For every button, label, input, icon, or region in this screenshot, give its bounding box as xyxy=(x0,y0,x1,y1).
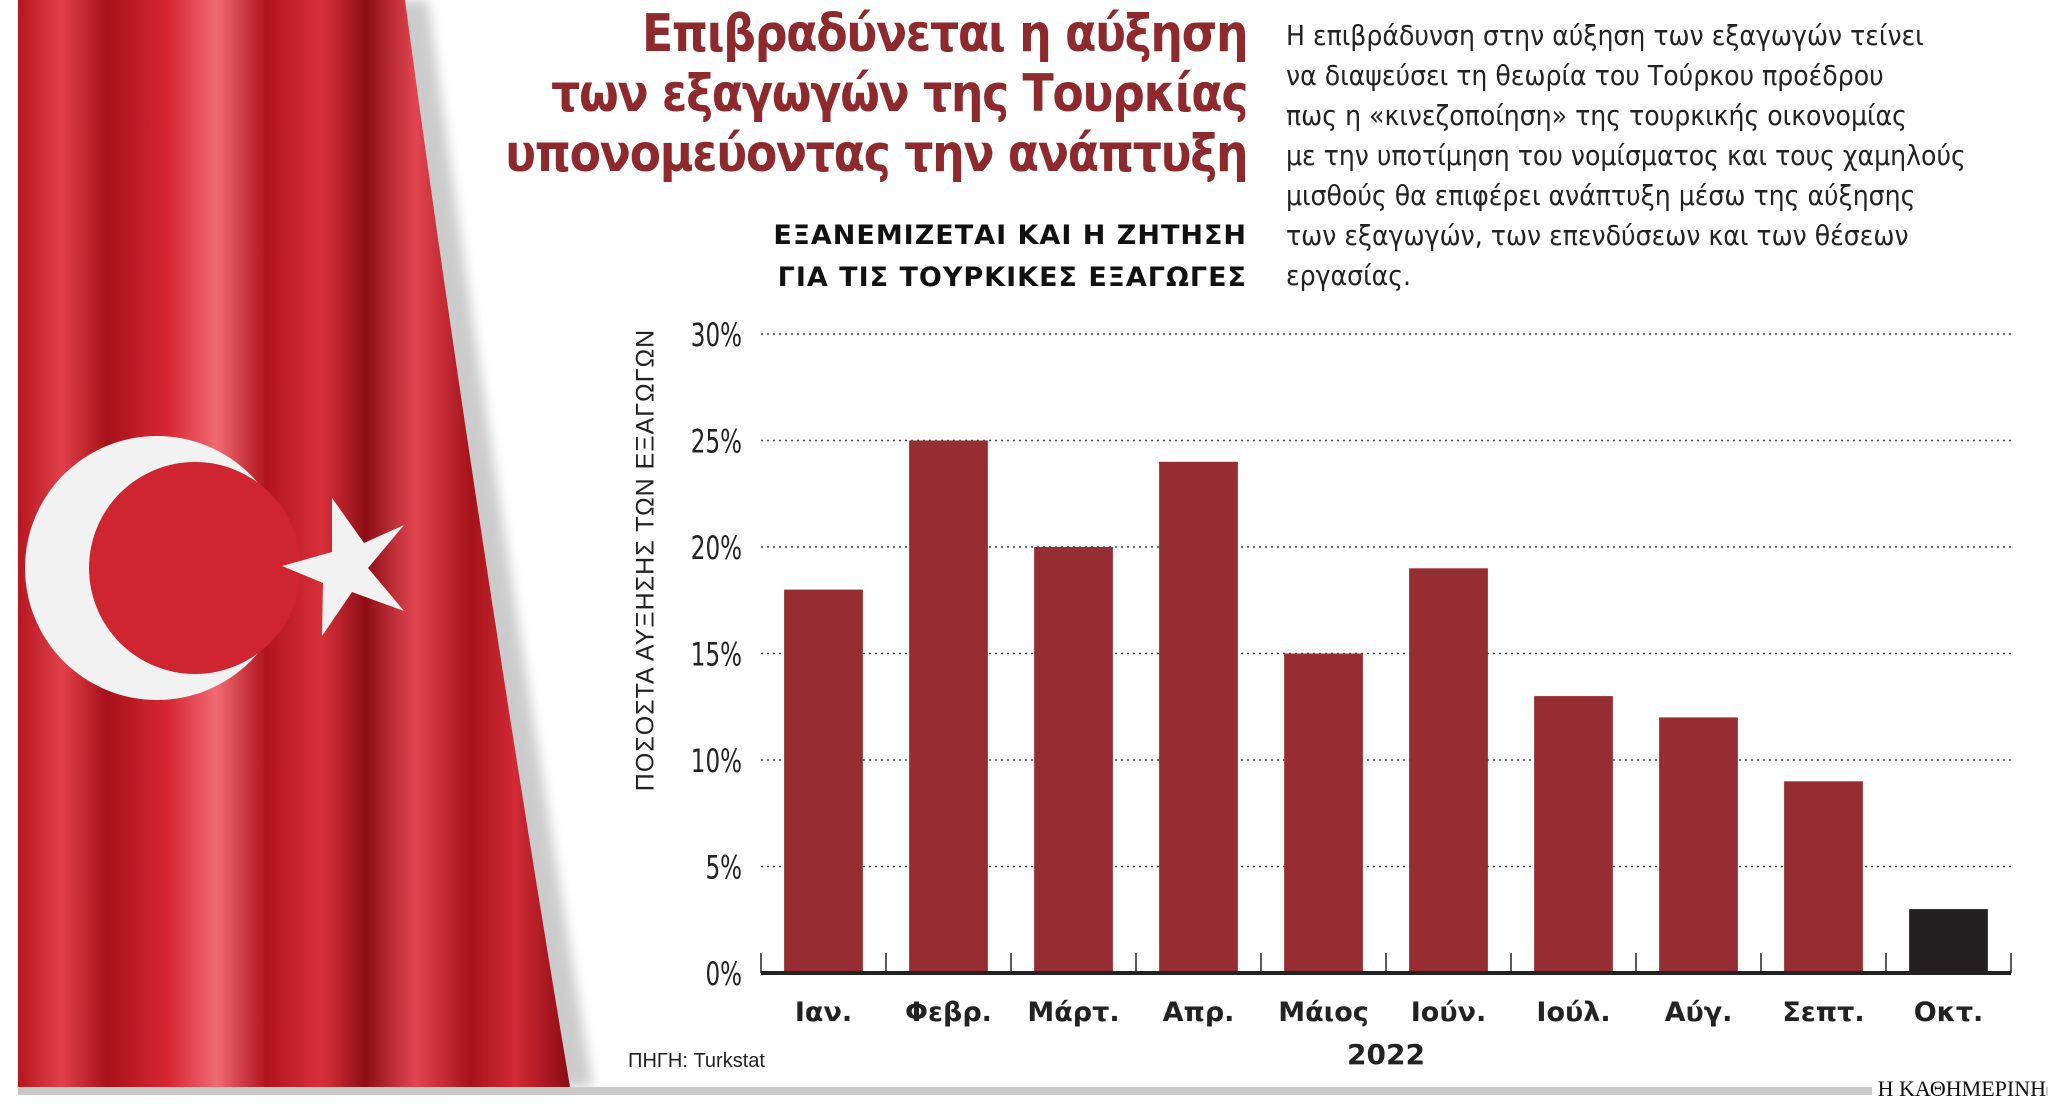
y-tick-label: 30% xyxy=(691,316,742,354)
y-axis-label: ΠΟΣΟΣΤΑ ΑΥΞΗΣΗΣ ΤΩΝ ΕΞΑΓΩΓΩΝ xyxy=(631,328,660,792)
y-tick-label: 15% xyxy=(691,636,742,674)
lede-line: μισθούς θα επιφέρει ανάπτυξη μέσω της αύ… xyxy=(1286,179,1916,212)
bar xyxy=(1659,717,1738,973)
y-tick-label: 10% xyxy=(691,742,742,780)
lede-line: των εξαγωγών, των επενδύσεων και των θέσ… xyxy=(1286,219,1909,252)
bar xyxy=(1159,461,1238,973)
x-axis-label: 2022 xyxy=(1347,1038,1425,1071)
subhead-line: ΕΞΑΝΕΜΙΖΕΤΑΙ ΚΑΙ Η ΖΗΤΗΣΗ xyxy=(773,220,1247,251)
x-tick-label: Ιούν. xyxy=(1411,997,1486,1028)
x-tick-label: Σεπτ. xyxy=(1782,997,1864,1028)
subhead-line: ΓΙΑ ΤΙΣ ΤΟΥΡΚΙΚΕΣ ΕΞΑΓΩΓΕΣ xyxy=(777,262,1247,293)
headline: Επιβραδύνεται η αύξηση των εξαγωγών της … xyxy=(504,4,1249,184)
bar xyxy=(1409,568,1488,973)
x-tick-label: Φεβρ. xyxy=(905,997,992,1028)
x-tick-label: Μάιος xyxy=(1278,997,1369,1028)
lede-paragraph: Η επιβράδυνση στην αύξηση των εξαγωγών τ… xyxy=(1286,16,1970,296)
x-tick-label: Αύγ. xyxy=(1665,997,1733,1028)
x-tick-label: Απρ. xyxy=(1163,997,1235,1028)
subheadline: ΕΞΑΝΕΜΙΖΕΤΑΙ ΚΑΙ Η ΖΗΤΗΣΗ ΓΙΑ ΤΙΣ ΤΟΥΡΚΙ… xyxy=(773,215,1247,299)
lede-line: πως η «κινεζοποίηση» της τουρκικής οικον… xyxy=(1286,99,1907,132)
bar xyxy=(909,440,988,973)
y-tick-label: 5% xyxy=(705,849,742,887)
bar xyxy=(784,589,863,973)
y-tick-label: 0% xyxy=(705,955,742,993)
bar xyxy=(1034,547,1113,973)
lede-line: να διαψεύσει τη θεωρία του Τούρκου προέδ… xyxy=(1286,59,1884,92)
source-note: ΠΗΓΗ: Turkstat xyxy=(628,1050,765,1072)
lede-line: εργασίας. xyxy=(1286,259,1412,292)
x-tick-label: Ιαν. xyxy=(795,997,852,1028)
star-icon xyxy=(282,498,404,636)
bar xyxy=(1909,909,1988,973)
lede-line: Η επιβράδυνση στην αύξηση των εξαγωγών τ… xyxy=(1286,19,1924,52)
footer-divider xyxy=(18,1087,2048,1095)
x-tick-label: Μάρτ. xyxy=(1027,997,1119,1028)
lede-line: με την υποτίμηση του νομίσματος και τους… xyxy=(1286,139,1966,172)
headline-line: υπονομεύοντας την ανάπτυξη xyxy=(504,124,1248,184)
headline-line: των εξαγωγών της Τουρκίας xyxy=(550,64,1248,124)
turkish-flag-image xyxy=(18,0,593,1087)
bar xyxy=(1284,653,1363,973)
publisher-brand: Η ΚΑΘΗΜΕΡΙΝΗ xyxy=(1871,1076,2046,1102)
x-tick-label: Ιούλ. xyxy=(1536,997,1610,1028)
y-tick-label: 20% xyxy=(691,529,742,567)
bar xyxy=(1534,696,1613,973)
headline-line: Επιβραδύνεται η αύξηση xyxy=(641,4,1249,64)
y-tick-label: 25% xyxy=(691,423,742,461)
x-tick-label: Οκτ. xyxy=(1914,997,1984,1028)
bar xyxy=(1784,781,1863,973)
